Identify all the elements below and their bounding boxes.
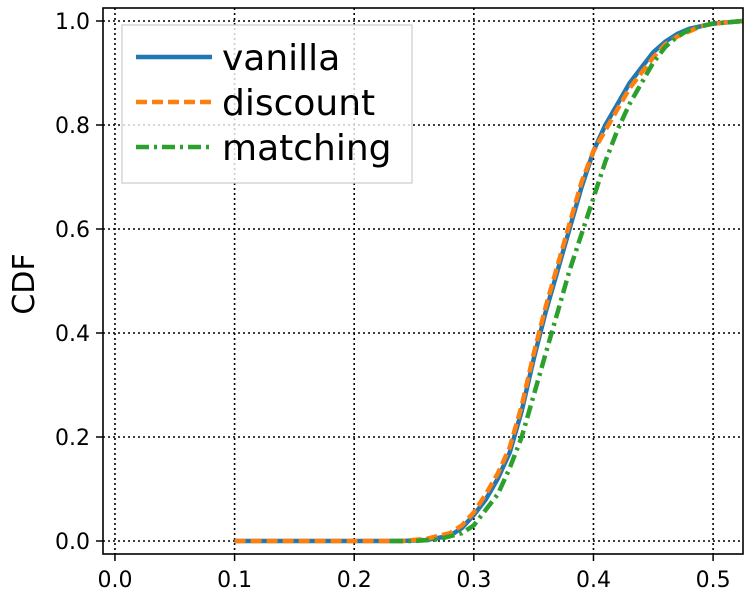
legend-label-discount: discount	[222, 83, 375, 124]
y-tick-label: 0.4	[55, 322, 90, 347]
x-tick-label: 0.3	[456, 568, 491, 593]
y-tick-label: 1.0	[55, 10, 90, 35]
axis-ticks: 0.0 0.1 0.2 0.3 0.4 0.5 0.0 0.2 0.4 0.6 0.8 1.0	[55, 10, 731, 593]
series-line-discount	[234, 18, 744, 544]
x-tick-label: 0.2	[337, 568, 372, 593]
y-tick-label: 0.0	[55, 530, 90, 555]
x-tick-label: 0.4	[576, 568, 611, 593]
plot-frame	[102, 7, 744, 555]
legend-label-vanilla: vanilla	[222, 38, 340, 79]
legend-label-matching: matching	[222, 128, 392, 169]
data-series	[234, 18, 744, 544]
series-line-matching	[390, 18, 744, 544]
x-tick-label: 0.1	[217, 568, 252, 593]
x-tick-label: 0.5	[696, 568, 731, 593]
y-tick-label: 0.2	[55, 426, 90, 451]
y-axis-title: CDF	[7, 253, 42, 314]
y-tick-label: 0.8	[55, 114, 90, 139]
x-tick-label: 0.0	[97, 568, 132, 593]
y-tick-label: 0.6	[55, 218, 90, 243]
